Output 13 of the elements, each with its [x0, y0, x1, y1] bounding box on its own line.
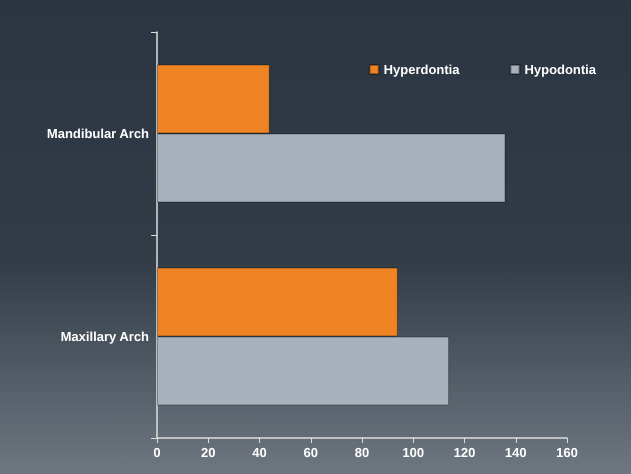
x-tick-label: 20 [201, 445, 216, 460]
x-tick-label: 80 [354, 445, 370, 460]
x-tick-label: 60 [304, 445, 318, 460]
y-tick-label: Mandibular Arch [46, 126, 150, 141]
x-tick-label: 120 [454, 445, 476, 460]
x-tick-label: 0 [153, 445, 161, 460]
legend-label: Hyperdontia [384, 62, 460, 77]
x-tick-label: 40 [252, 445, 267, 460]
x-tick-label: 140 [504, 445, 527, 460]
x-tick-label: 100 [402, 445, 424, 460]
x-tick-label: 160 [556, 445, 578, 460]
y-tick-label: Maxillary Arch [60, 329, 150, 344]
legend-label: Hypodontia [524, 62, 597, 77]
